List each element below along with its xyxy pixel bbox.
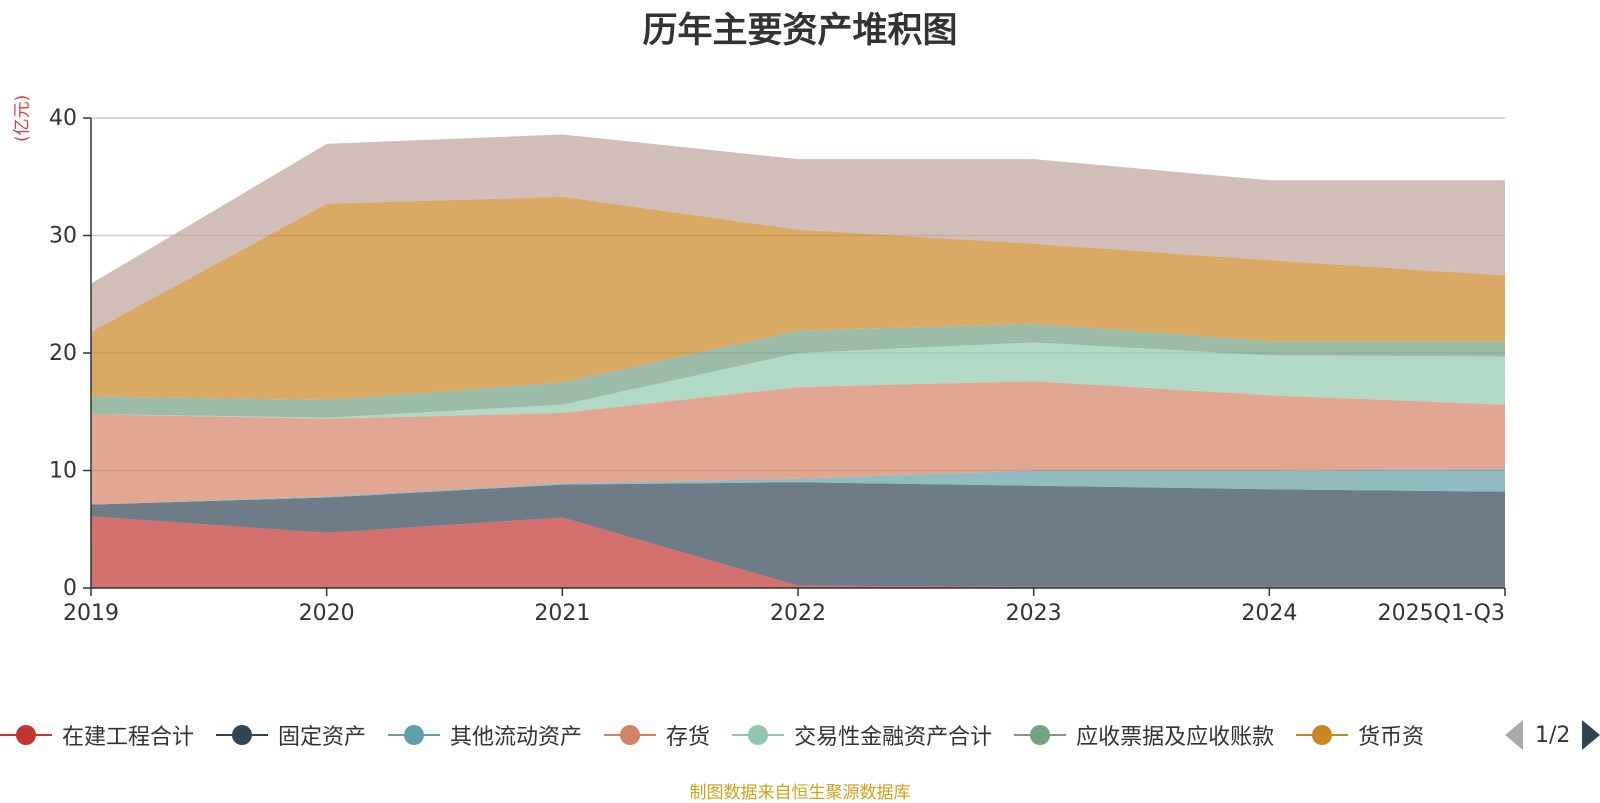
area-series-0[interactable] (91, 516, 1505, 588)
area-series-6[interactable] (91, 196, 1505, 400)
legend-marker-icon (388, 725, 441, 745)
legend: 在建工程合计 固定资产 其他流动资产 存货 交易性金融资产合计 应收票据及应收账款 货币资 … (0, 715, 1600, 755)
legend-marker-icon (732, 725, 785, 745)
legend-marker-icon (1296, 725, 1349, 745)
legend-marker-icon (604, 725, 657, 745)
x-tick-label: 2019 (63, 601, 119, 626)
legend-marker-icon (0, 725, 52, 745)
legend-item[interactable]: 交易性金融资产合计 (732, 719, 992, 751)
legend-item[interactable]: 其他流动资产 (388, 719, 582, 751)
legend-label: 交易性金融资产合计 (794, 725, 993, 750)
x-tick-label: 2020 (299, 601, 355, 626)
y-tick-label: 40 (49, 106, 77, 131)
x-tick-label: 2025Q1-Q3 (1378, 601, 1505, 626)
legend-label: 固定资产 (278, 725, 367, 750)
legend-item[interactable]: 存货 (604, 719, 710, 751)
axes: 0 10 20 30 40 2019 2020 2021 2022 2023 2024 2025Q1-… (49, 106, 1506, 626)
y-tick-label: 20 (49, 341, 77, 366)
area-series-layer (91, 134, 1505, 588)
chart-title: 历年主要资产堆积图 (642, 11, 958, 51)
legend-label: 货币资 (1358, 725, 1425, 750)
area-series-5[interactable] (91, 323, 1505, 418)
legend-prev-page-icon[interactable] (1505, 720, 1523, 750)
legend-page-indicator: 1/2 (1535, 722, 1571, 748)
legend-label: 存货 (666, 725, 711, 750)
legend-item[interactable]: 在建工程合计 (0, 719, 194, 751)
area-series-4[interactable] (91, 342, 1505, 419)
y-tick-label: 30 (49, 224, 77, 249)
legend-item[interactable]: 固定资产 (216, 719, 366, 751)
x-tick-label: 2022 (770, 601, 826, 626)
legend-next-page-icon[interactable] (1582, 720, 1600, 750)
legend-label: 应收票据及应收账款 (1076, 725, 1275, 750)
area-series-3[interactable] (91, 381, 1505, 505)
legend-items: 在建工程合计 固定资产 其他流动资产 存货 交易性金融资产合计 应收票据及应收账款 货币资 (0, 719, 1500, 751)
legend-marker-icon (216, 725, 269, 745)
area-series-7[interactable] (91, 134, 1505, 332)
x-tick-label: 2023 (1006, 601, 1062, 626)
legend-item[interactable]: 货币资 (1296, 719, 1424, 751)
legend-item[interactable]: 应收票据及应收账款 (1014, 719, 1274, 751)
x-tick-label: 2024 (1241, 601, 1297, 626)
source-note: 制图数据来自恒生聚源数据库 (689, 783, 911, 803)
legend-pager: 1/2 (1505, 715, 1600, 755)
area-series-2[interactable] (91, 469, 1505, 505)
x-tick-label: 2021 (534, 601, 590, 626)
legend-label: 在建工程合计 (62, 725, 195, 750)
legend-label: 其他流动资产 (450, 725, 583, 750)
area-series-1[interactable] (91, 482, 1505, 587)
y-tick-label: 0 (63, 576, 77, 601)
legend-marker-icon (1014, 725, 1067, 745)
y-tick-label: 10 (49, 459, 77, 484)
stacked-area-chart: 0 10 20 30 40 2019 2020 2021 2022 2023 2024 2025Q1-… (49, 106, 1506, 626)
